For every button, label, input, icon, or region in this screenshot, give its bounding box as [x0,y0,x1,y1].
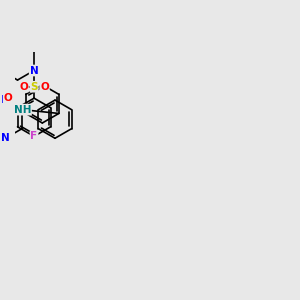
Text: O: O [4,93,12,103]
Text: N: N [1,133,10,143]
Text: F: F [31,131,38,141]
Text: O: O [19,82,28,92]
Text: N: N [30,65,38,76]
Text: N: N [1,95,10,105]
Text: O: O [40,82,49,92]
Text: S: S [30,82,38,92]
Text: NH: NH [14,105,31,115]
